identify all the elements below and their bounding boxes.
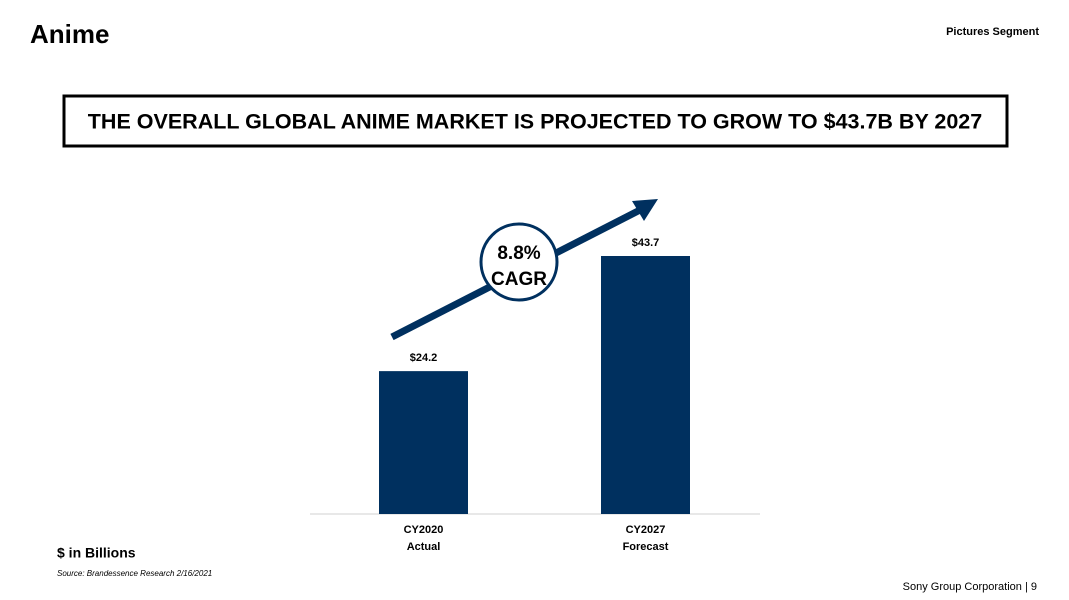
segment-label: Pictures Segment xyxy=(946,26,1039,38)
bar xyxy=(601,256,690,514)
unit-note: $ in Billions xyxy=(57,545,136,561)
value-label: $24.2 xyxy=(410,352,438,364)
bar xyxy=(379,371,468,514)
source: Source: Brandessence Research 2/16/2021 xyxy=(57,569,212,578)
cagr-label: CAGR xyxy=(491,269,547,290)
x-tick-label: CY2027 xyxy=(626,524,666,536)
headline: THE OVERALL GLOBAL ANIME MARKET IS PROJE… xyxy=(88,110,982,134)
plot: $24.2 CY2020 Actual $43.7 CY2027 Forecast xyxy=(379,237,690,553)
slide-title: Anime xyxy=(30,19,109,49)
x-tick-label: CY2020 xyxy=(404,524,444,536)
x-tick-note: Actual xyxy=(407,541,441,553)
arrow-head xyxy=(632,199,658,221)
cagr-value: 8.8% xyxy=(497,243,540,264)
headline-box xyxy=(62,94,1009,148)
cagr-circle xyxy=(479,222,559,302)
x-tick-note: Forecast xyxy=(623,541,669,553)
value-label: $43.7 xyxy=(632,237,660,249)
footer: Sony Group Corporation | 9 xyxy=(903,581,1037,593)
